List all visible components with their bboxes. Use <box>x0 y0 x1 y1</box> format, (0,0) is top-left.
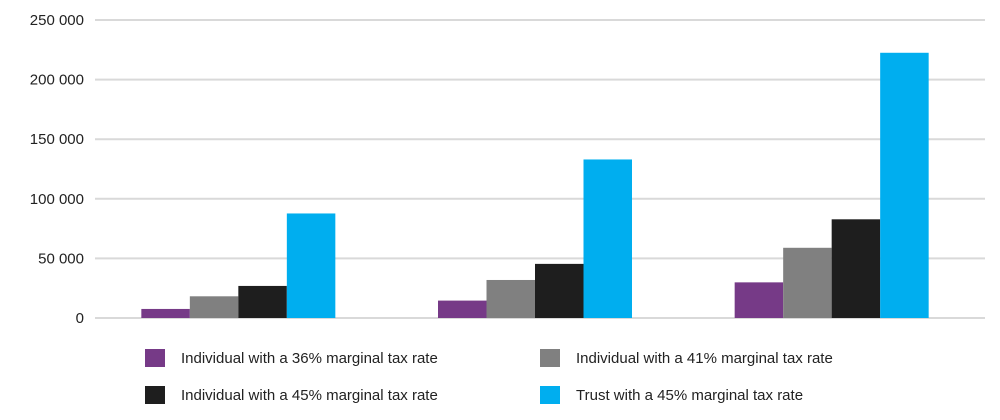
plot-area: 0 50 000 100 000 150 000 200 000 250 000 <box>30 12 985 327</box>
legend-swatch-grey <box>540 349 560 367</box>
legend-label: Individual with a 41% marginal tax rate <box>576 349 833 367</box>
bar <box>831 219 881 318</box>
bar <box>189 296 239 318</box>
y-tick-label: 200 000 <box>30 72 84 89</box>
bar <box>141 308 190 318</box>
legend-swatch-blue <box>540 386 560 404</box>
bar <box>583 159 632 318</box>
bar <box>734 282 784 318</box>
bar <box>535 263 584 318</box>
legend-item-45: Individual with a 45% marginal tax rate <box>145 386 438 404</box>
bar <box>286 213 336 318</box>
legend-item-41: Individual with a 41% marginal tax rate <box>540 349 833 367</box>
legend-label: Trust with a 45% marginal tax rate <box>576 386 804 404</box>
legend-swatch-purple <box>145 349 165 367</box>
bar <box>783 247 832 318</box>
bar <box>486 279 535 318</box>
y-tick-label: 250 000 <box>30 12 84 29</box>
legend-label: Individual with a 45% marginal tax rate <box>181 386 438 404</box>
legend-item-36: Individual with a 36% marginal tax rate <box>145 349 438 367</box>
y-tick-label: 0 <box>76 310 84 327</box>
bar <box>438 300 487 318</box>
bar <box>238 285 287 318</box>
y-tick-label: 150 000 <box>30 131 84 148</box>
y-tick-label: 50 000 <box>38 250 84 267</box>
y-tick-label: 100 000 <box>30 191 84 208</box>
bar <box>880 52 929 318</box>
legend-swatch-black <box>145 386 165 404</box>
legend-label: Individual with a 36% marginal tax rate <box>181 349 438 367</box>
legend-item-trust: Trust with a 45% marginal tax rate <box>540 386 803 404</box>
